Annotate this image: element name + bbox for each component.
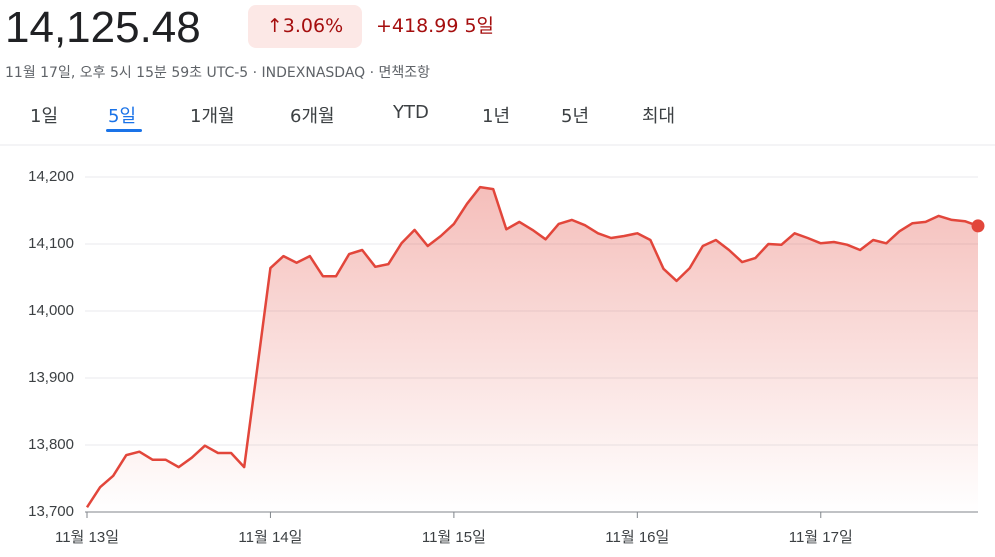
price-line: [85, 185, 979, 508]
change: +418.99 5일: [376, 5, 494, 48]
change-percent: 3.06%: [282, 15, 344, 37]
range-tab[interactable]: 1개월: [190, 106, 235, 127]
range-tab[interactable]: YTD: [393, 102, 429, 123]
range-tab[interactable]: 5년: [561, 106, 590, 127]
area-fill: [87, 187, 978, 512]
range-tab[interactable]: 최대: [642, 106, 676, 127]
range-tab[interactable]: 5일: [108, 106, 137, 127]
y-tick-label: 14,000: [28, 302, 74, 319]
range-tab[interactable]: 1년: [482, 106, 511, 127]
x-tick-label: 11월 17일: [789, 529, 853, 546]
price: 14,125.48: [5, 3, 201, 52]
last-point: [971, 219, 985, 233]
range-tab[interactable]: 6개월: [290, 106, 335, 127]
x-tick-label: 11월 15일: [422, 529, 486, 546]
x-tick-label: 11월 16일: [605, 529, 669, 546]
x-tick-label: 11월 13일: [55, 529, 119, 546]
arrow: ↑: [266, 15, 283, 37]
tab-underline: [106, 129, 142, 132]
range-tab[interactable]: 1일: [30, 106, 59, 127]
change-badge: ↑3.06%: [248, 5, 362, 48]
y-tick-label: 14,100: [28, 235, 74, 252]
y-tick-label: 13,800: [28, 436, 74, 453]
x-tick-label: 11월 14일: [238, 529, 302, 546]
y-tick-label: 14,200: [28, 168, 74, 185]
change-value: +418.99: [376, 15, 459, 37]
subtitle: 11월 17일, 오후 5시 15분 59초 UTC-5 · INDEXNASD…: [5, 65, 431, 81]
y-tick-label: 13,700: [28, 503, 74, 520]
period: 5일: [464, 15, 495, 37]
y-tick-label: 13,900: [28, 369, 74, 386]
